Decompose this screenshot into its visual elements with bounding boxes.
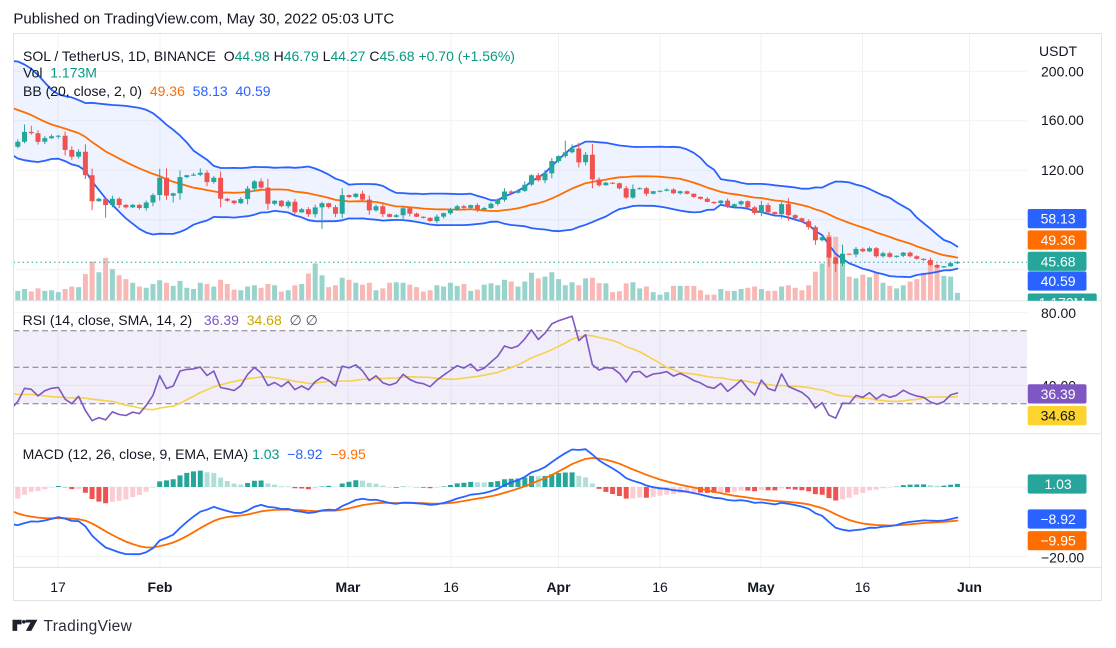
svg-text:Vol 1.173M: Vol 1.173M [23,65,97,81]
svg-text:TradingView: TradingView [44,618,133,635]
svg-text:USDT: USDT [1039,43,1078,59]
svg-text:17: 17 [50,579,66,595]
svg-text:34.68: 34.68 [1041,408,1076,424]
svg-text:120.00: 120.00 [1041,162,1084,178]
svg-text:49.36: 49.36 [1041,232,1076,248]
svg-text:May: May [747,579,774,595]
svg-text:Published on TradingView.com,: Published on TradingView.com, May 30, 20… [13,11,394,28]
svg-text:16: 16 [855,579,871,595]
svg-text:16: 16 [652,579,668,595]
svg-text:58.13: 58.13 [1041,211,1076,227]
svg-text:−20.00: −20.00 [1041,550,1084,566]
svg-text:40.59: 40.59 [1041,273,1076,289]
svg-text:Jun: Jun [957,579,982,595]
svg-text:Apr: Apr [546,579,571,595]
svg-text:−9.95: −9.95 [1040,533,1076,549]
svg-text:160.00: 160.00 [1041,112,1084,128]
svg-text:Feb: Feb [148,579,173,595]
svg-text:36.39: 36.39 [1041,386,1076,402]
svg-text:45.68: 45.68 [1041,253,1076,269]
svg-text:200.00: 200.00 [1041,63,1084,79]
svg-text:SOL / TetherUS, 1D, BINANCE O: SOL / TetherUS, 1D, BINANCE O44.98 H46.7… [23,48,515,64]
svg-text:Mar: Mar [336,579,361,595]
svg-text:16: 16 [443,579,459,595]
svg-text:BB (20, close, 2, 0) 49.36 5: BB (20, close, 2, 0) 49.36 58.13 40.59 [23,83,271,99]
svg-text:1.173M: 1.173M [1039,295,1086,311]
svg-text:−8.92: −8.92 [1040,511,1076,527]
svg-text:MACD (12, 26, close, 9, EMA, E: MACD (12, 26, close, 9, EMA, EMA) 1.03 −… [23,446,366,462]
svg-text:RSI (14, close, SMA, 14, 2): RSI (14, close, SMA, 14, 2) 36.39 34.68 … [23,312,318,328]
svg-text:1.03: 1.03 [1044,476,1071,492]
svg-text:80.00: 80.00 [1041,305,1076,321]
